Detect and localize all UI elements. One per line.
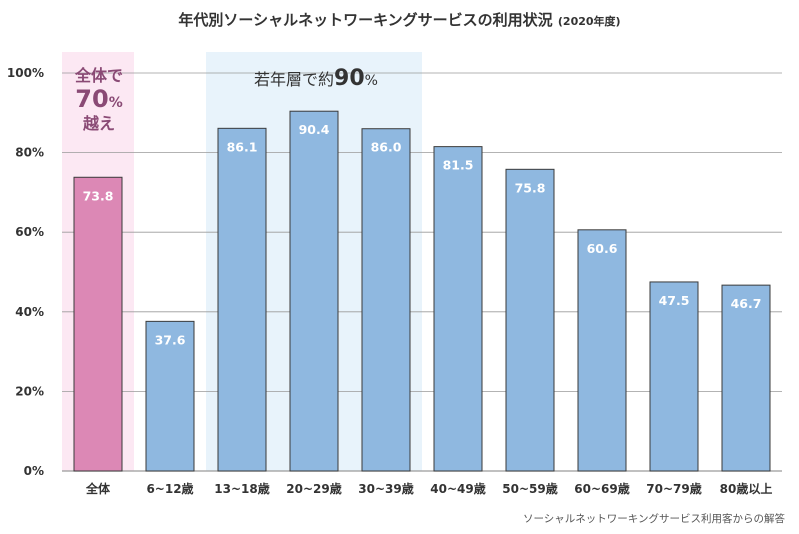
bar	[577, 229, 627, 472]
chart-title: 年代別ソーシャルネットワーキングサービスの利用状況 (2020年度)	[0, 9, 799, 30]
chart-title-main: 年代別ソーシャルネットワーキングサービスの利用状況	[178, 11, 553, 29]
y-tick-label: 80%	[15, 146, 44, 160]
x-tick-label: 50~59歳	[502, 481, 557, 496]
value-label: 81.5	[443, 158, 474, 173]
overall-callout-figure: 70%	[62, 85, 136, 114]
overall-callout-line3: 越え	[82, 113, 115, 133]
bar	[145, 320, 195, 472]
young-callout-percent: %	[364, 73, 378, 89]
x-tick-label: 60~69歳	[574, 481, 629, 496]
value-label: 47.5	[659, 293, 690, 308]
x-tick-label: 13~18歳	[214, 481, 269, 496]
value-label: 86.1	[227, 139, 258, 154]
bar	[361, 128, 411, 472]
value-label: 60.6	[587, 241, 618, 256]
value-label: 46.7	[731, 296, 762, 311]
young-callout-prefix: 若年層で約	[254, 70, 335, 89]
bar	[433, 146, 483, 472]
overall-callout-percent: %	[108, 95, 123, 112]
x-tick-label: 20~29歳	[286, 481, 341, 496]
bar	[721, 284, 771, 472]
y-tick-label: 100%	[7, 66, 44, 80]
value-label: 90.4	[299, 122, 330, 137]
bar	[289, 110, 339, 472]
x-tick-label: 30~39歳	[358, 481, 413, 496]
x-tick-label: 6~12歳	[146, 481, 193, 496]
value-label: 37.6	[155, 332, 186, 347]
x-tick-label: 40~49歳	[430, 481, 485, 496]
young-callout: 若年層で約90%	[208, 66, 424, 92]
overall-callout-number: 70	[75, 85, 109, 114]
young-callout-number: 90	[334, 66, 365, 91]
bar	[217, 127, 267, 472]
y-tick-label: 0%	[24, 464, 44, 478]
source-note: ソーシャルネットワーキングサービス利用客からの解答	[523, 513, 785, 525]
value-label: 75.8	[515, 180, 546, 195]
x-tick-label: 80歳以上	[720, 481, 773, 496]
x-tick-label: 全体	[85, 481, 111, 496]
chart-title-year: (2020年度)	[557, 15, 621, 28]
overall-callout: 全体で 70% 越え	[62, 66, 136, 133]
y-tick-label: 20%	[15, 384, 44, 398]
y-tick-label: 60%	[15, 225, 44, 239]
value-label: 86.0	[371, 140, 402, 155]
value-label: 73.8	[83, 188, 114, 203]
overall-callout-line1: 全体で	[74, 66, 123, 85]
x-tick-label: 70~79歳	[646, 481, 701, 496]
bar	[505, 168, 555, 472]
bar	[73, 176, 123, 472]
y-tick-label: 40%	[15, 305, 44, 319]
bar	[649, 281, 699, 472]
